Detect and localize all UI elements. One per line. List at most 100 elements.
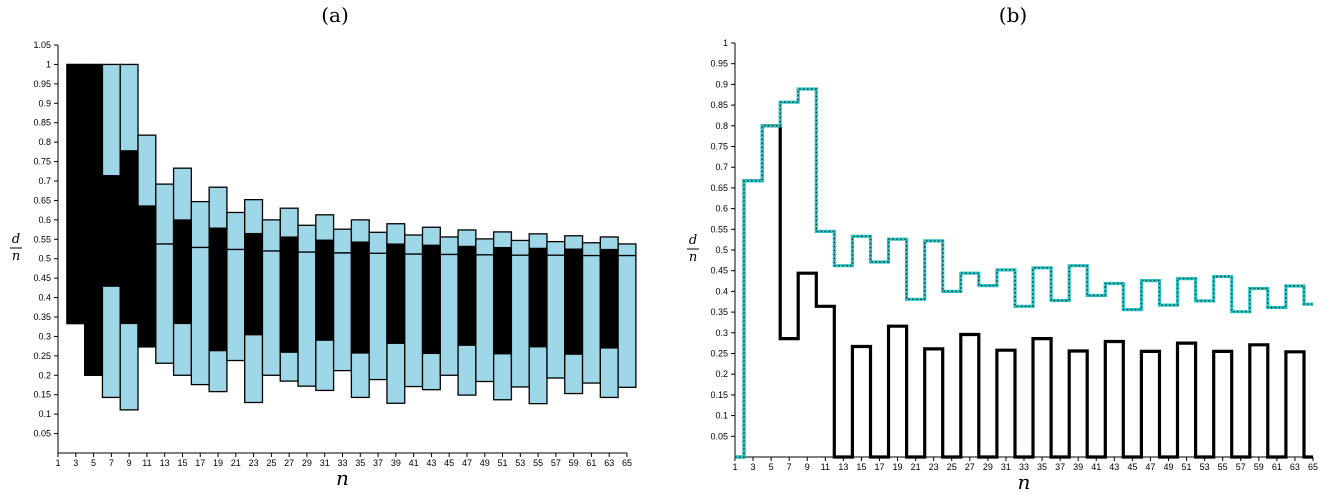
a-bar-outer <box>546 240 566 379</box>
b-xtick-label: 29 <box>983 462 993 472</box>
a-xtick-label: 15 <box>177 458 187 468</box>
a-bar-outer <box>368 231 388 381</box>
b-xtick-label: 45 <box>1127 462 1137 472</box>
b-ytick-label: 0.25 <box>710 349 728 359</box>
a-ytick-label: 0.85 <box>33 118 51 128</box>
b-ytick-label: 0.85 <box>710 100 728 110</box>
a-xtick-label: 63 <box>604 458 614 468</box>
a-xtick-label: 21 <box>231 458 241 468</box>
a-bar-outer <box>155 183 175 364</box>
a-bar-inner <box>315 239 335 341</box>
b-xtick-label: 33 <box>1019 462 1029 472</box>
b-ytick-label: 0.35 <box>710 307 728 317</box>
a-ylabel-den: n <box>12 249 20 264</box>
a-xtick-label: 47 <box>462 458 472 468</box>
b-xtick-label: 47 <box>1145 462 1155 472</box>
a-bar-outer <box>439 236 459 376</box>
a-bar-inner <box>493 246 512 355</box>
a-ytick-label: 0.55 <box>33 234 51 244</box>
b-ytick-label: 1 <box>723 38 728 48</box>
a-xtick-label: 43 <box>426 458 436 468</box>
a-ytick-label: 0.6 <box>38 215 51 225</box>
a-xtick-label: 61 <box>586 458 596 468</box>
b-ytick-label: 0.8 <box>715 121 728 131</box>
a-xtick-label: 17 <box>195 458 205 468</box>
a-bar-inner <box>457 245 477 346</box>
b-xtick-label: 65 <box>1308 462 1318 472</box>
b-xtick-label: 13 <box>838 462 848 472</box>
a-ytick-label: 0.3 <box>38 331 51 341</box>
b-ytick-label: 0.5 <box>715 245 728 255</box>
b-ytick-label: 0.65 <box>710 183 728 193</box>
a-xtick-label: 29 <box>302 458 312 468</box>
b-ytick-label: 0.55 <box>710 224 728 234</box>
a-ytick-label: 0.45 <box>33 273 51 283</box>
a-xlabel: n <box>336 466 349 490</box>
a-bar-inner <box>173 219 192 325</box>
a-bar-inner <box>119 150 139 325</box>
a-bar-outer <box>226 211 246 362</box>
a-bar-inner <box>244 232 263 336</box>
b-xtick-label: 19 <box>893 462 903 472</box>
b-xtick-label: 23 <box>929 462 939 472</box>
a-xtick-label: 13 <box>160 458 170 468</box>
a-ytick-label: 0.25 <box>33 351 51 361</box>
a-ytick-label: 0.95 <box>33 79 51 89</box>
a-bar-outer <box>617 243 637 388</box>
a-bar-outer <box>510 239 530 388</box>
a-bar-inner <box>599 248 619 349</box>
a-ytick-label: 0.9 <box>38 98 51 108</box>
b-ytick-label: 0.9 <box>715 79 728 89</box>
a-xtick-label: 25 <box>266 458 276 468</box>
a-xtick-label: 51 <box>498 458 508 468</box>
b-ytick-label: 0.95 <box>710 59 728 69</box>
b-series-1-dots <box>735 88 1313 458</box>
a-ytick-label: 0.75 <box>33 157 51 167</box>
b-ytick-label: 0.7 <box>715 162 728 172</box>
a-bar-inner <box>422 244 441 355</box>
a-bar-outer <box>332 228 353 372</box>
a-bar-inner <box>564 248 584 355</box>
b-ylabel-num: d <box>689 233 697 248</box>
a-bar-inner <box>208 227 228 352</box>
a-ytick-label: 0.1 <box>38 409 51 419</box>
a-ytick-label: 0.35 <box>33 312 51 322</box>
a-xtick-label: 27 <box>284 458 294 468</box>
b-ytick-label: 0.75 <box>710 142 728 152</box>
a-bar-outer <box>261 219 281 376</box>
a-xtick-label: 19 <box>213 458 223 468</box>
a-xtick-label: 49 <box>480 458 490 468</box>
b-xtick-label: 51 <box>1182 462 1192 472</box>
a-xtick-label: 33 <box>337 458 347 468</box>
b-xtick-label: 43 <box>1109 462 1119 472</box>
b-xtick-label: 59 <box>1254 462 1264 472</box>
b-ytick-label: 0.45 <box>710 266 728 276</box>
a-ytick-label: 0.65 <box>33 195 51 205</box>
a-bar-inner <box>137 205 157 348</box>
chart-a: 0.05 0.1 0.15 0.2 0.25 0.3 0.35 0.4 0.45 0.5 0.55 0… <box>10 40 637 490</box>
b-xtick-label: 5 <box>769 462 774 472</box>
a-bar-inner <box>84 63 103 376</box>
a-xtick-label: 37 <box>373 458 383 468</box>
b-xtick-label: 27 <box>965 462 975 472</box>
a-bar-inner <box>66 63 86 325</box>
a-xtick-label: 1 <box>55 458 60 468</box>
a-bar-inner <box>101 175 121 287</box>
b-ytick-label: 0.4 <box>715 286 728 296</box>
b-xtick-label: 39 <box>1073 462 1083 472</box>
a-bar-outer <box>404 234 424 388</box>
b-xtick-label: 57 <box>1236 462 1246 472</box>
a-xtick-label: 57 <box>551 458 561 468</box>
b-xtick-label: 7 <box>787 462 792 472</box>
a-bar-outer <box>297 224 317 387</box>
a-xtick-label: 55 <box>533 458 543 468</box>
b-xlabel: n <box>1018 470 1031 494</box>
a-xtick-label: 9 <box>127 458 132 468</box>
b-xtick-label: 3 <box>751 462 756 472</box>
b-ytick-label: 0.6 <box>715 204 728 214</box>
b-xtick-label: 21 <box>911 462 921 472</box>
a-ytick-label: 1 <box>46 59 51 69</box>
a-bar-outer <box>581 242 601 384</box>
a-ytick-label: 0.15 <box>33 390 51 400</box>
